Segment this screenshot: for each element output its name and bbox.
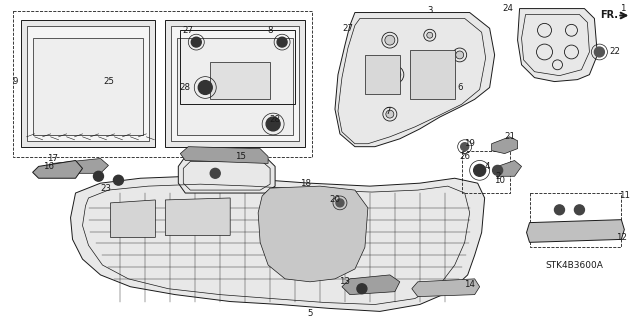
Text: 18: 18 <box>300 179 310 188</box>
Polygon shape <box>20 20 156 147</box>
Text: 20: 20 <box>330 196 340 204</box>
Circle shape <box>595 47 604 57</box>
Polygon shape <box>335 12 495 147</box>
Text: 7: 7 <box>385 107 390 116</box>
Polygon shape <box>492 137 518 153</box>
Text: 14: 14 <box>464 280 475 289</box>
Circle shape <box>493 166 502 175</box>
Polygon shape <box>27 26 149 141</box>
Polygon shape <box>180 147 268 163</box>
Text: 19: 19 <box>464 139 475 148</box>
Circle shape <box>277 37 287 47</box>
Circle shape <box>386 110 394 118</box>
Polygon shape <box>165 198 230 235</box>
Circle shape <box>474 164 486 176</box>
Text: 23: 23 <box>100 184 111 193</box>
Polygon shape <box>165 20 305 147</box>
Circle shape <box>440 75 450 85</box>
Text: 13: 13 <box>339 277 351 286</box>
Text: 11: 11 <box>619 191 630 201</box>
Text: 4: 4 <box>485 162 490 171</box>
Polygon shape <box>527 220 625 242</box>
Text: 2: 2 <box>495 172 500 181</box>
Text: 28: 28 <box>269 115 280 123</box>
Text: STK4B3600A: STK4B3600A <box>545 261 604 270</box>
Polygon shape <box>49 159 108 173</box>
Text: 21: 21 <box>504 132 515 141</box>
Circle shape <box>554 205 564 215</box>
Text: 9: 9 <box>13 77 19 86</box>
Text: 17: 17 <box>47 154 58 163</box>
Circle shape <box>336 199 344 207</box>
Polygon shape <box>177 38 293 135</box>
Circle shape <box>357 284 367 294</box>
Polygon shape <box>210 62 270 99</box>
Text: 24: 24 <box>502 4 513 13</box>
Circle shape <box>389 69 401 81</box>
Polygon shape <box>365 55 400 94</box>
Polygon shape <box>33 160 83 178</box>
Text: 27: 27 <box>183 26 194 35</box>
Circle shape <box>113 175 124 185</box>
Polygon shape <box>412 279 479 297</box>
Text: 1: 1 <box>620 4 625 13</box>
Text: 5: 5 <box>307 309 313 318</box>
Circle shape <box>266 117 280 131</box>
Text: 6: 6 <box>457 83 463 92</box>
Circle shape <box>427 32 433 38</box>
Polygon shape <box>179 157 275 193</box>
Text: FR.: FR. <box>600 11 618 20</box>
Text: 28: 28 <box>180 83 191 92</box>
Circle shape <box>385 35 395 45</box>
Text: 22: 22 <box>609 48 620 56</box>
Polygon shape <box>33 38 143 135</box>
Circle shape <box>210 168 220 178</box>
Text: 8: 8 <box>268 26 273 35</box>
Polygon shape <box>342 275 400 295</box>
Text: 16: 16 <box>43 162 54 171</box>
Circle shape <box>461 143 468 151</box>
Circle shape <box>191 37 201 47</box>
Text: 15: 15 <box>235 152 246 161</box>
Polygon shape <box>172 26 299 141</box>
Text: 12: 12 <box>616 233 627 242</box>
Text: 27: 27 <box>342 24 353 33</box>
Polygon shape <box>518 9 597 82</box>
Polygon shape <box>498 160 522 176</box>
Text: 26: 26 <box>459 152 470 161</box>
Circle shape <box>93 171 104 181</box>
Polygon shape <box>70 176 484 311</box>
Circle shape <box>456 51 464 59</box>
Polygon shape <box>410 50 454 99</box>
Text: 3: 3 <box>427 6 433 15</box>
Polygon shape <box>111 200 156 237</box>
Circle shape <box>575 205 584 215</box>
Text: 25: 25 <box>103 77 114 86</box>
Circle shape <box>198 81 212 94</box>
Text: 10: 10 <box>494 176 505 185</box>
Polygon shape <box>258 186 368 282</box>
